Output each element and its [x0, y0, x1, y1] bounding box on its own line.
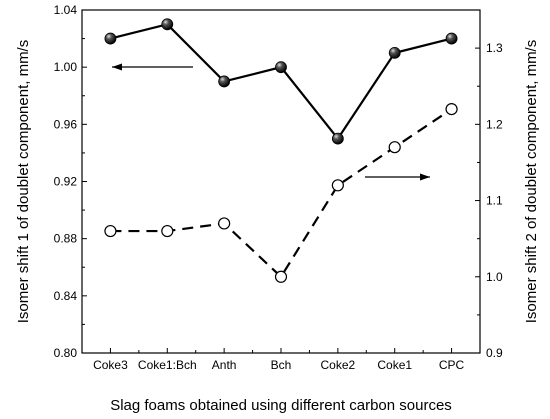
series-1-point: [161, 18, 174, 31]
y-left-tick-label: 0.88: [54, 232, 78, 246]
x-tick-label: CPC: [439, 358, 465, 372]
series-2-point: [388, 141, 401, 154]
series-2-point: [274, 270, 288, 283]
y-left-tick-label: 0.80: [54, 346, 78, 360]
series-2-point: [104, 224, 117, 238]
x-tick-label: Coke1: [377, 358, 412, 372]
series-1-point: [388, 46, 401, 59]
y-right-tick-label: 1.0: [486, 270, 503, 284]
series-1-point: [218, 75, 231, 88]
y-right-tick-label: 0.9: [486, 346, 503, 360]
series-2-point: [331, 179, 344, 192]
x-tick-label: Bch: [271, 358, 292, 372]
series-line-1: [110, 23, 452, 141]
y-left-tick-label: 0.96: [54, 117, 78, 131]
y-left-tick-label: 1.00: [54, 60, 78, 74]
x-tick-label: Anth: [212, 358, 237, 372]
right-axis-arrow-head: [420, 173, 430, 181]
x-tick-label: Coke2: [321, 358, 356, 372]
series-1-point: [331, 132, 344, 145]
series-2-point: [445, 102, 458, 116]
series-line-2: [110, 108, 453, 279]
series-2-point: [161, 224, 174, 238]
series-2-point: [218, 217, 231, 230]
x-axis-title: Slag foams obtained using different carb…: [110, 397, 452, 414]
left-axis-arrow-head: [112, 63, 122, 71]
y-right-axis-title: Isomer shift 2 of doublet component, mm/…: [523, 40, 540, 323]
series-1-point: [445, 32, 458, 45]
y-right-tick-label: 1.1: [486, 194, 503, 208]
y-right-tick-label: 1.3: [486, 41, 503, 55]
y-left-tick-label: 1.04: [54, 3, 78, 17]
y-right-tick-label: 1.2: [486, 117, 503, 131]
y-left-tick-label: 0.84: [54, 289, 78, 303]
series-1-point: [104, 32, 117, 45]
x-tick-label: Coke1:Bch: [138, 358, 197, 372]
y-left-tick-label: 0.92: [54, 175, 78, 189]
y-left-axis-title: Isomer shift 1 of doublet component, mm/…: [15, 40, 32, 323]
x-tick-label: Coke3: [93, 358, 128, 372]
series-1-point: [275, 61, 287, 74]
